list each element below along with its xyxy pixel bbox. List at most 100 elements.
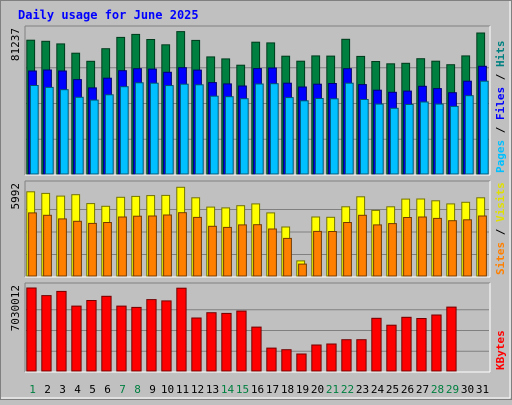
bar-pages-day-29: Pages 29: 38400 (449, 105, 459, 175)
side-legend-files: Files (494, 87, 507, 120)
x-tick-label-day-17: 17 (266, 383, 279, 396)
bar-kbytes-day-11: KBytes 11: 7010000 (176, 287, 187, 372)
bar-kbytes-day-19: KBytes 19: 1440000 (296, 353, 307, 372)
bar-kbytes-day-24: KBytes 24: 4460000 (371, 317, 382, 372)
side-legend-separator: / (494, 222, 507, 242)
x-tick-label-day-6: 6 (104, 383, 111, 396)
bar-sites-day-29: Sites 29: 3679 (448, 220, 457, 277)
bar-kbytes-day-22: KBytes 22: 2650000 (341, 339, 352, 372)
x-tick-label-day-25: 25 (386, 383, 399, 396)
bar-kbytes-day-28: KBytes 28: 4740000 (431, 314, 442, 372)
bar-pages-day-18: Pages 18: 43400 (284, 97, 294, 175)
bar-sites-day-31: Sites 31: 3994 (478, 215, 487, 277)
series-kbytes: KBytes 1: 7030012 KBytes 2: 6390000 KBytes… (26, 287, 457, 372)
bar-sites-day-2: Sites 2: 4040 (43, 214, 52, 277)
side-legend-visits-sites: Sites / Visits (494, 182, 507, 275)
bar-kbytes-day-26: KBytes 26: 4550000 (401, 316, 412, 372)
bar-pages-day-19: Pages 19: 41600 (299, 100, 309, 175)
bar-kbytes-day-5: KBytes 5: 5970000 (86, 300, 97, 372)
bar-pages-day-16: Pages 16: 51100 (254, 83, 264, 175)
x-tick-label-day-2: 2 (44, 383, 51, 396)
bar-sites-day-28: Sites 28: 3838 (433, 217, 442, 277)
bar-sites-day-12: Sites 12: 3900 (193, 216, 202, 277)
x-tick-label-day-10: 10 (161, 383, 174, 396)
bar-kbytes-day-14: KBytes 14: 4880000 (221, 312, 232, 372)
bar-kbytes-day-21: KBytes 21: 2290000 (326, 343, 337, 372)
bar-kbytes-day-7: KBytes 7: 5500000 (116, 305, 127, 372)
bar-kbytes-day-25: KBytes 25: 3880000 (386, 324, 397, 372)
bar-pages-day-20: Pages 20: 42900 (314, 98, 324, 175)
x-tick-label-day-20: 20 (311, 383, 324, 396)
bar-sites-day-5: Sites 5: 3504 (88, 222, 97, 277)
bar-pages-day-31: Pages 31: 52700 (479, 80, 489, 175)
y-axis-max-label: 81237 (9, 28, 22, 61)
bar-sites-day-18: Sites 18: 2502 (283, 237, 292, 277)
bar-pages-day-14: Pages 14: 43900 (224, 96, 234, 175)
bar-pages-day-23: Pages 23: 42300 (359, 99, 369, 175)
bar-pages-day-17: Pages 17: 51300 (269, 83, 279, 175)
bar-kbytes-day-12: KBytes 12: 4490000 (191, 317, 202, 372)
bar-pages-day-10: Pages 10: 50200 (164, 85, 174, 175)
bar-kbytes-day-10: KBytes 10: 5940000 (161, 300, 172, 372)
x-tick-label-day-29: 29 (446, 383, 459, 396)
bar-pages-day-11: Pages 11: 51000 (179, 83, 189, 175)
bar-kbytes-day-4: KBytes 4: 5500000 (71, 305, 82, 372)
bar-pages-day-5: Pages 5: 42000 (89, 99, 99, 175)
side-legend-kbytes: KBytes (494, 330, 507, 370)
bar-sites-day-24: Sites 24: 3401 (373, 224, 382, 277)
side-legend-hits-files-pages: Pages / Files / Hits (494, 41, 507, 174)
x-tick-label-day-19: 19 (296, 383, 309, 396)
bar-kbytes-day-6: KBytes 6: 6330000 (101, 295, 112, 372)
bar-pages-day-12: Pages 12: 50700 (194, 84, 204, 175)
x-axis: 1 2 3 4 5 6 7 8 9 10 11 12 13 14 15 16 17 18 19 20 21 22 23 24 2… (29, 383, 489, 396)
x-tick-label-day-30: 30 (461, 383, 474, 396)
bar-pages-day-15: Pages 15: 42800 (239, 98, 249, 175)
x-tick-label-day-3: 3 (59, 383, 66, 396)
bar-sites-day-3: Sites 3: 3800 (58, 218, 67, 277)
side-legend-pages: Pages (494, 140, 507, 173)
bar-sites-day-26: Sites 26: 3897 (403, 217, 412, 277)
side-legend-visits: Visits (494, 182, 507, 222)
bar-kbytes-day-17: KBytes 17: 1940000 (266, 347, 277, 372)
bar-sites-day-13: Sites 13: 3306 (208, 225, 217, 277)
bar-pages-day-2: Pages 2: 49200 (44, 86, 54, 175)
x-tick-label-day-13: 13 (206, 383, 219, 396)
bar-sites-day-8: Sites 8: 3981 (133, 215, 142, 277)
x-tick-label-day-11: 11 (176, 383, 189, 396)
bar-sites-day-16: Sites 16: 3414 (253, 224, 262, 277)
series-sites: Sites 1: 4203 Sites 2: 4040 Sites 3: 3800 S… (28, 212, 487, 277)
bar-pages-day-27: Pages 27: 40900 (419, 101, 429, 175)
bar-kbytes-day-29: KBytes 29: 5410000 (446, 306, 457, 372)
x-tick-label-day-21: 21 (326, 383, 339, 396)
bar-kbytes-day-16: KBytes 16: 3720000 (251, 326, 262, 372)
bar-sites-day-4: Sites 4: 3640 (73, 220, 82, 277)
bar-pages-day-26: Pages 26: 39500 (404, 104, 414, 175)
bar-kbytes-day-8: KBytes 8: 5390000 (131, 306, 142, 372)
panel-kbytes: 7030012 KBytes KBytes 1: 7030012 KBytes 2: … (9, 282, 507, 373)
side-legend-hits: Hits (494, 41, 507, 68)
bar-sites-day-19: Sites 19: 795 (298, 263, 307, 277)
x-tick-label-day-1: 1 (29, 383, 36, 396)
bar-sites-day-15: Sites 15: 3401 (238, 224, 247, 277)
bar-pages-day-7: Pages 7: 49600 (119, 86, 129, 175)
x-tick-label-day-23: 23 (356, 383, 369, 396)
bar-pages-day-8: Pages 8: 51800 (134, 82, 144, 175)
bar-kbytes-day-1: KBytes 1: 7030012 (26, 287, 37, 372)
bar-kbytes-day-13: KBytes 13: 4940000 (206, 312, 217, 372)
bar-sites-day-9: Sites 9: 3995 (148, 215, 157, 277)
x-tick-label-day-27: 27 (416, 383, 429, 396)
x-tick-label-day-9: 9 (149, 383, 156, 396)
x-tick-label-day-16: 16 (251, 383, 264, 396)
bar-kbytes-day-2: KBytes 2: 6390000 (41, 295, 52, 372)
bar-sites-day-25: Sites 25: 3486 (388, 223, 397, 277)
bar-pages-day-1: Pages 1: 50300 (29, 85, 39, 175)
y-axis-max-label: 7030012 (9, 285, 22, 331)
x-tick-label-day-24: 24 (371, 383, 385, 396)
bar-sites-day-20: Sites 20: 2970 (313, 230, 322, 277)
bar-sites-day-27: Sites 27: 3930 (418, 216, 427, 277)
x-tick-label-day-18: 18 (281, 383, 294, 396)
